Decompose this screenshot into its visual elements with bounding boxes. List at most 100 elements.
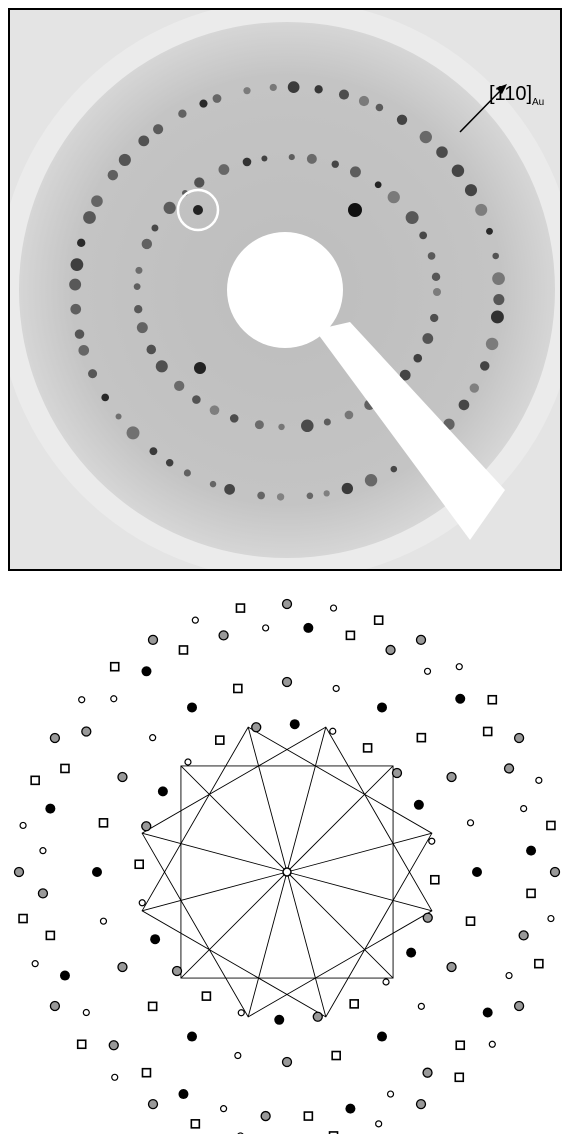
spot bbox=[193, 205, 203, 215]
grey-spot bbox=[386, 645, 395, 654]
filled-spot bbox=[406, 948, 416, 958]
small-spot bbox=[506, 973, 512, 979]
spot bbox=[213, 94, 222, 103]
spot bbox=[138, 135, 149, 146]
small-spot bbox=[376, 1121, 382, 1127]
spot bbox=[391, 466, 398, 473]
filled-spot bbox=[377, 1032, 387, 1042]
spot bbox=[307, 493, 314, 500]
spot bbox=[459, 400, 470, 411]
grey-spot bbox=[313, 1012, 322, 1021]
spot bbox=[153, 124, 163, 134]
square-spot bbox=[456, 1041, 464, 1049]
spot bbox=[288, 81, 300, 93]
spot bbox=[127, 426, 140, 439]
square-spot bbox=[527, 889, 535, 897]
grey-spot bbox=[15, 868, 24, 877]
spot bbox=[210, 481, 216, 487]
spot bbox=[108, 170, 118, 180]
grey-spot bbox=[417, 635, 426, 644]
square-spot bbox=[417, 734, 425, 742]
spot bbox=[475, 204, 487, 216]
spot bbox=[486, 228, 493, 235]
filled-spot bbox=[45, 804, 55, 814]
square-spot bbox=[332, 1052, 340, 1060]
grey-spot bbox=[118, 773, 127, 782]
spot bbox=[270, 84, 277, 91]
spot bbox=[422, 333, 433, 344]
simulated-pattern bbox=[15, 600, 560, 1134]
spot bbox=[210, 405, 220, 415]
grey-spot bbox=[252, 723, 261, 732]
label-text: [110] bbox=[489, 83, 532, 105]
grey-spot bbox=[515, 1002, 524, 1011]
grey-spot bbox=[447, 963, 456, 972]
small-spot bbox=[521, 806, 527, 812]
small-spot bbox=[20, 822, 26, 828]
square-spot bbox=[535, 960, 543, 968]
spot bbox=[406, 211, 419, 224]
spot bbox=[433, 288, 441, 296]
square-spot bbox=[216, 736, 224, 744]
spot bbox=[194, 177, 204, 187]
square-spot bbox=[78, 1040, 86, 1048]
grey-spot bbox=[38, 889, 47, 898]
filled-spot bbox=[526, 846, 536, 856]
spot bbox=[432, 273, 440, 281]
grey-spot bbox=[149, 1100, 158, 1109]
leed-pattern: [110]Au bbox=[0, 0, 567, 580]
square-spot bbox=[142, 1069, 150, 1077]
spot bbox=[255, 420, 264, 429]
spot bbox=[134, 283, 141, 290]
spoke bbox=[287, 872, 393, 978]
grey-spot bbox=[283, 678, 292, 687]
spot bbox=[116, 413, 122, 419]
spot bbox=[397, 115, 407, 125]
spot bbox=[420, 131, 432, 143]
spot bbox=[184, 469, 191, 476]
spot bbox=[146, 345, 156, 355]
spot bbox=[151, 224, 158, 231]
grey-spot bbox=[82, 727, 91, 736]
spot bbox=[91, 195, 103, 207]
spoke bbox=[181, 766, 287, 872]
page: [110]Au (() => { const data = JSON.parse… bbox=[0, 0, 567, 1134]
filled-spot bbox=[158, 786, 168, 796]
small-spot bbox=[192, 617, 198, 623]
square-spot bbox=[135, 860, 143, 868]
spoke bbox=[287, 872, 326, 1017]
filled-spot bbox=[178, 1089, 188, 1099]
spot bbox=[192, 395, 201, 404]
spot bbox=[156, 360, 168, 372]
spot bbox=[243, 158, 252, 167]
label-subscript: Au bbox=[532, 97, 544, 108]
grey-spot bbox=[109, 1041, 118, 1050]
small-spot bbox=[221, 1106, 227, 1112]
spot bbox=[375, 181, 382, 188]
square-spot bbox=[547, 821, 555, 829]
small-spot bbox=[238, 1010, 244, 1016]
grey-spot bbox=[219, 631, 228, 640]
spot bbox=[166, 459, 173, 466]
small-spot bbox=[100, 918, 106, 924]
small-spot bbox=[383, 979, 389, 985]
spot bbox=[345, 411, 354, 420]
spot bbox=[348, 203, 362, 217]
square-spot bbox=[484, 727, 492, 735]
filled-spot bbox=[187, 702, 197, 712]
square-spot bbox=[350, 1000, 358, 1008]
spot bbox=[486, 338, 498, 350]
square-spot bbox=[375, 616, 383, 624]
small-spot bbox=[111, 696, 117, 702]
spot bbox=[134, 305, 142, 313]
square-spot bbox=[488, 696, 496, 704]
small-spot bbox=[536, 777, 542, 783]
spoke bbox=[287, 766, 393, 872]
small-spot bbox=[263, 625, 269, 631]
spot bbox=[289, 154, 295, 160]
grey-spot bbox=[261, 1112, 270, 1121]
spot bbox=[314, 85, 322, 93]
grey-spot bbox=[392, 768, 401, 777]
spot bbox=[101, 394, 109, 402]
spot bbox=[324, 490, 330, 496]
